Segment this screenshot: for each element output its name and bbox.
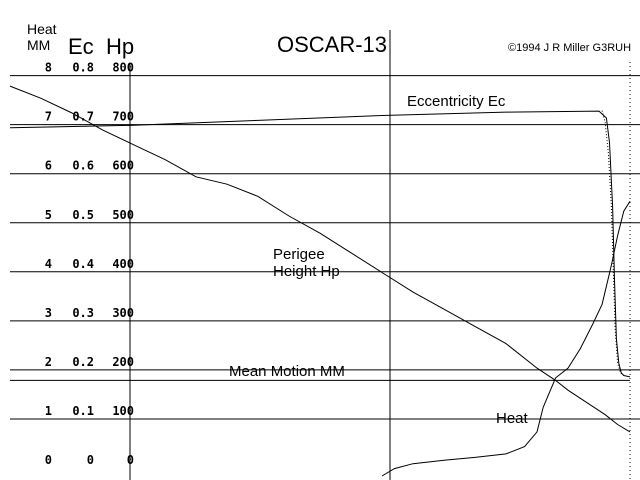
tick-label-ec: 0 — [87, 453, 94, 467]
tick-label-ec: 0.3 — [72, 306, 94, 320]
tick-label-hp: 500 — [112, 208, 134, 222]
chart-title: OSCAR-13 — [277, 32, 387, 57]
tick-label-heat: 3 — [45, 306, 52, 320]
tick-label-hp: 100 — [112, 404, 134, 418]
tick-label-heat: 4 — [45, 257, 52, 271]
axis-header-mm: MM — [27, 37, 50, 53]
tick-label-heat: 2 — [45, 355, 52, 369]
tick-label-hp: 200 — [112, 355, 134, 369]
tick-label-hp: 700 — [112, 110, 134, 124]
tick-label-hp: 600 — [112, 159, 134, 173]
tick-labels: 8 0.8 800 7 0.7 700 6 0.6 600 5 0.5 500 4 0.4 400 3 0.3 3… — [45, 61, 134, 467]
annotation-heat: Heat — [496, 410, 529, 427]
series-line-1 — [9, 110, 631, 378]
tick-label-ec: 0.8 — [72, 61, 94, 75]
tick-label-ec: 0.1 — [72, 404, 94, 418]
axis-header-hp: Hp — [106, 34, 134, 59]
axis-header-heat: Heat — [27, 21, 57, 37]
tick-label-ec: 0.5 — [72, 208, 94, 222]
annotation-mean-motion: Mean Motion MM — [229, 363, 345, 380]
tick-label-heat: 7 — [45, 110, 52, 124]
tick-label-ec: 0.2 — [72, 355, 94, 369]
annotation-perigee-line2: Height Hp — [273, 263, 340, 280]
series-line-5 — [601, 110, 625, 376]
tick-label-heat: 5 — [45, 208, 52, 222]
series-line-2 — [9, 85, 631, 433]
gridlines — [10, 75, 640, 420]
tick-label-heat: 1 — [45, 404, 52, 418]
tick-label-heat: 8 — [45, 61, 52, 75]
tick-label-ec: 0.7 — [72, 110, 94, 124]
tick-label-ec: 0.4 — [72, 257, 94, 271]
tick-label-hp: 800 — [112, 61, 134, 75]
tick-label-hp: 400 — [112, 257, 134, 271]
tick-label-heat: 6 — [45, 159, 52, 173]
copyright-label: ©1994 J R Miller G3RUH — [508, 42, 631, 54]
tick-label-ec: 0.6 — [72, 159, 94, 173]
annotation-perigee-line1: Perigee — [273, 246, 325, 263]
axis-header-ec: Ec — [68, 34, 94, 59]
tick-label-hp: 300 — [112, 306, 134, 320]
annotation-eccentricity: Eccentricity Ec — [407, 93, 506, 110]
series-lines — [9, 85, 631, 477]
tick-label-heat: 0 — [45, 453, 52, 467]
series-line-4 — [381, 201, 631, 477]
